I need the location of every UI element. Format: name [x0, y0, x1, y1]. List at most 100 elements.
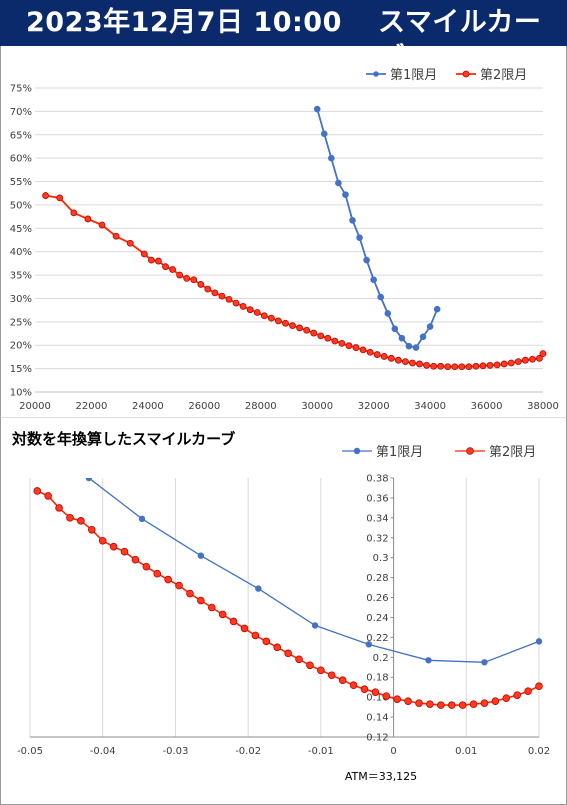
header-title: スマイルカーブ — [378, 7, 542, 74]
chart1-y-tick-labels: 10% 15% 20% 25% 30% 35% 40% 45% 50% 55% 60% 65% 70% 7… — [10, 84, 32, 399]
chart1-point — [409, 359, 416, 367]
chart1-y-tick: 55% — [10, 177, 32, 188]
chart1-point — [342, 191, 349, 198]
chart2-point — [349, 681, 358, 690]
chart2-x-tick-labels: -0.05 -0.04 -0.03 -0.02 -0.01 0 0.01 0.02 — [17, 746, 550, 757]
chart2-x-tick: -0.03 — [162, 746, 188, 757]
chart2-point — [262, 637, 271, 646]
chart2-point — [371, 688, 380, 696]
chart2-point — [218, 610, 227, 619]
chart1-point — [352, 344, 360, 351]
chart1-point — [412, 344, 420, 351]
chart1-x-tick: 28000 — [245, 401, 277, 412]
chart2-point — [229, 617, 238, 626]
chart1-y-tick: 65% — [10, 130, 32, 141]
chart2-point — [480, 699, 489, 707]
chart1-legend-label: 第1限月 — [390, 68, 437, 83]
chart2-point — [77, 517, 85, 525]
chart2-series-line-1 — [88, 478, 540, 663]
chart1-point — [458, 363, 466, 371]
chart2-point — [481, 659, 488, 666]
chart1-grid — [35, 87, 543, 393]
chart1-point — [296, 324, 303, 332]
chart1-point — [140, 250, 148, 258]
chart2-point — [131, 555, 140, 564]
chart2-x-tick: -0.01 — [308, 746, 334, 757]
chart1-point — [380, 353, 388, 360]
chart2-atm-label: ATM＝33,125 — [345, 770, 417, 783]
chart1-point — [253, 309, 261, 316]
chart2-series-line-2 — [36, 490, 540, 706]
chart1-point — [211, 289, 219, 297]
chart1-point — [232, 299, 240, 307]
chart2-point — [447, 701, 456, 709]
chart1-point — [472, 362, 480, 370]
chart2-point — [251, 631, 260, 640]
chart1-legend-label: 第2限月 — [480, 68, 527, 83]
chart2-y-tick: 0.24 — [366, 613, 388, 624]
chart1-point — [405, 342, 413, 350]
chart1-point — [529, 355, 536, 363]
chart2-point — [513, 691, 521, 699]
chart2-point — [120, 547, 129, 556]
chart1-point — [317, 332, 325, 340]
smile-curve-chart: 10% 15% 20% 25% 30% 35% 40% 45% 50% 55% 60% 65% 70% 7… — [0, 68, 567, 418]
chart1-point — [536, 354, 543, 362]
chart2-point — [33, 487, 42, 495]
chart1-x-tick: 20000 — [19, 401, 51, 412]
chart2-point — [88, 526, 96, 534]
chart1-point — [331, 337, 339, 345]
chart2-point — [85, 478, 93, 482]
chart1-x-tick: 26000 — [188, 401, 220, 412]
chart2-x-tick: 0.02 — [528, 746, 550, 757]
chart2-point — [98, 536, 107, 545]
chart2-point — [240, 624, 249, 633]
chart2-point — [535, 682, 543, 690]
chart2-legend-label: 第1限月 — [376, 445, 423, 460]
chart2-point — [311, 622, 319, 629]
chart1-y-tick: 45% — [10, 224, 32, 235]
chart1-point — [433, 305, 441, 313]
chart2-y-tick: 0.16 — [366, 693, 388, 704]
chart1-y-tick: 15% — [10, 364, 32, 375]
chart1-point — [320, 130, 328, 138]
chart2-point — [365, 641, 373, 648]
chart2-y-tick: 0.36 — [366, 493, 388, 504]
chart1-point — [70, 209, 78, 217]
chart2-point — [491, 697, 500, 705]
chart2-point — [327, 671, 336, 680]
chart2-point — [255, 585, 262, 592]
chart2-point — [502, 694, 511, 702]
chart2-y-tick: 0.12 — [366, 733, 388, 744]
chart1-point — [416, 360, 423, 368]
chart1-point — [521, 356, 529, 364]
chart2-x-tick: -0.02 — [235, 746, 261, 757]
chart1-point — [345, 342, 353, 350]
chart1-point — [363, 256, 370, 264]
chart2-point — [164, 575, 172, 584]
chart2-point — [426, 700, 434, 708]
chart1-point — [391, 325, 399, 333]
header-date-time: 2023年12月7日 10:00 — [26, 7, 342, 38]
chart1-point — [225, 295, 233, 303]
chart1-point — [267, 314, 275, 322]
chart2-point — [142, 562, 151, 571]
chart2-grid — [29, 477, 540, 738]
chart1-point — [514, 358, 522, 366]
chart1-y-tick: 70% — [10, 107, 32, 118]
chart1-series — [42, 105, 547, 371]
chart2-title: 対数を年換算したスマイルカーブ — [11, 430, 235, 448]
chart2-y-tick: 0.34 — [366, 513, 388, 524]
chart2-legend: 第1限月 第2限月 — [342, 445, 536, 460]
chart2-x-tick: 0.01 — [455, 746, 477, 757]
log-annualized-smile-curve-chart: 対数を年換算したスマイルカーブ 0.120.140.160.180.20.220… — [11, 430, 550, 783]
chart1-x-tick: 30000 — [301, 401, 333, 412]
chart1-x-tick: 36000 — [471, 401, 503, 412]
chart1-point — [419, 333, 427, 341]
chart1-point — [162, 263, 169, 271]
chart1-point — [465, 363, 473, 371]
chart1-point — [335, 179, 342, 187]
chart2-x-tick: 0 — [390, 746, 396, 757]
chart1-y-tick: 40% — [10, 247, 32, 258]
chart2-y-tick: 0.2 — [373, 653, 389, 664]
